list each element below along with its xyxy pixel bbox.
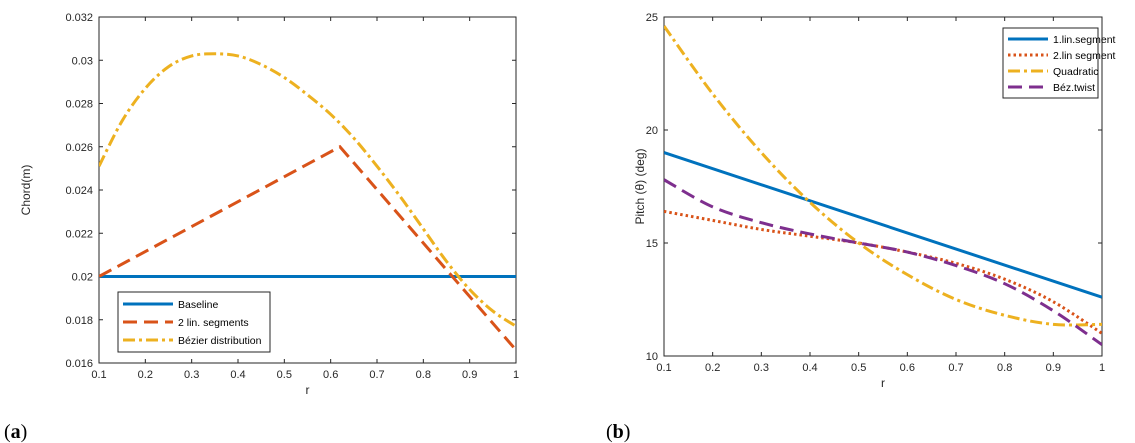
y-tick-label: 0.02 <box>72 272 93 284</box>
panel-label: (b) <box>606 421 630 443</box>
x-axis-label: r <box>306 383 310 397</box>
y-tick-label: 0.022 <box>65 228 93 240</box>
x-tick-label: 0.9 <box>1046 362 1061 374</box>
y-axis-label: Pitch (θ) (deg) <box>633 148 647 224</box>
chart-b: 0.1 0.2 0.3 0.4 0.5 0.6 0.7 0.8 0.9 1 10 15 20 25 r Pit… <box>606 12 1116 443</box>
x-tick-label: 0.1 <box>656 362 671 374</box>
legend-label: Béz.twist <box>1053 82 1095 94</box>
legend: Baseline 2 lin. segments Bézier distributi… <box>117 291 271 353</box>
legend: 1.lin.segment 2.lin segment Quadratic Béz.t… <box>1002 27 1116 99</box>
x-tick-label: 0.8 <box>416 369 431 381</box>
x-tick-label: 0.3 <box>754 362 769 374</box>
legend-label: Quadratic <box>1053 66 1099 78</box>
y-tick-label: 0.028 <box>65 99 93 111</box>
x-tick-label: 0.4 <box>802 362 817 374</box>
x-tick-label: 0.1 <box>91 369 106 381</box>
legend-label: Bézier distribution <box>178 335 262 347</box>
y-tick-label: 0.032 <box>65 12 93 24</box>
y-tick-label: 20 <box>646 125 658 137</box>
series-line-3 <box>664 25 1102 327</box>
legend-label: Baseline <box>178 299 218 311</box>
series-line-4 <box>664 178 1102 346</box>
series-line-2 <box>99 144 516 352</box>
series-line-1 <box>664 151 1102 299</box>
x-tick-label: 1 <box>1099 362 1105 374</box>
chart-a: 0.1 0.2 0.3 0.4 0.5 0.6 0.7 0.8 0.9 1 0.016 0.018 0.… <box>4 12 519 443</box>
y-tick-label: 0.018 <box>65 315 93 327</box>
y-tick-label: 10 <box>646 351 658 363</box>
legend-label: 1.lin.segment <box>1053 34 1116 46</box>
x-tick-label: 1 <box>513 369 519 381</box>
y-tick-label: 0.016 <box>65 358 93 370</box>
x-tick-label: 0.9 <box>462 369 477 381</box>
x-tick-label: 0.2 <box>705 362 720 374</box>
y-tick-label: 15 <box>646 238 658 250</box>
x-tick-label: 0.8 <box>997 362 1012 374</box>
x-tick-label: 0.7 <box>948 362 963 374</box>
x-tick-label: 0.5 <box>851 362 866 374</box>
panel-label: (a) <box>4 421 27 443</box>
y-tick-label: 0.026 <box>65 142 93 154</box>
y-tick-label: 25 <box>646 12 658 24</box>
legend-box <box>117 291 271 353</box>
series-line-3 <box>99 52 516 328</box>
y-tick-label: 0.03 <box>72 55 93 67</box>
x-tick-label: 0.6 <box>900 362 915 374</box>
x-axis-label: r <box>881 376 885 390</box>
x-tick-label: 0.6 <box>323 369 338 381</box>
x-tick-label: 0.4 <box>230 369 245 381</box>
x-tick-label: 0.7 <box>369 369 384 381</box>
x-tick-label: 0.5 <box>277 369 292 381</box>
y-axis-label: Chord(m) <box>19 165 33 216</box>
x-tick-label: 0.3 <box>184 369 199 381</box>
legend-label: 2.lin segment <box>1053 50 1116 62</box>
legend-label: 2 lin. segments <box>178 317 249 329</box>
y-tick-label: 0.024 <box>65 185 93 197</box>
x-tick-label: 0.2 <box>138 369 153 381</box>
